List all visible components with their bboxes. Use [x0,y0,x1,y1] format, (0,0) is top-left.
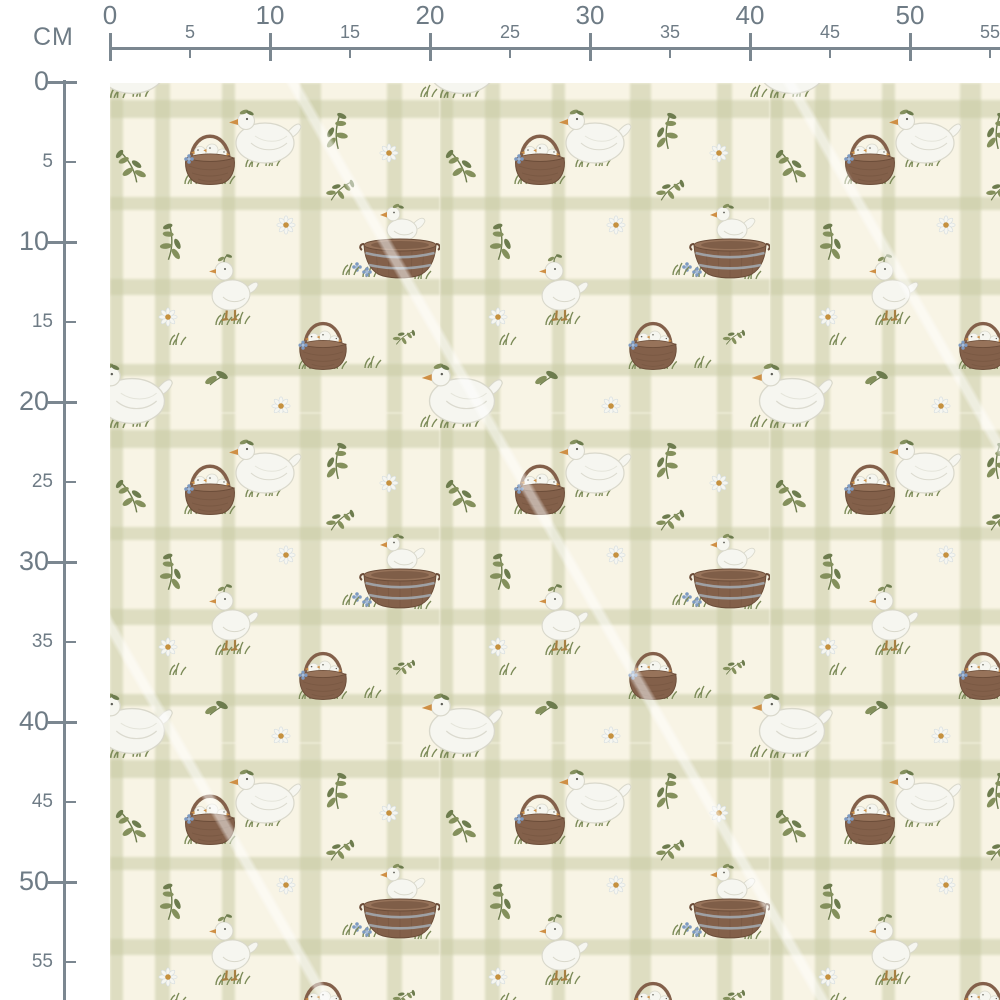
left-ruler-minor-label: 15 [31,311,53,333]
left-ruler-minor-tick [63,161,76,163]
top-ruler-major-tick [268,33,272,61]
fabric-pattern-svg [110,83,1000,1000]
top-ruler-major-label: 40 [735,0,765,30]
left-ruler-major-label: 50 [18,865,49,896]
top-ruler-major-label: 0 [102,0,118,30]
left-ruler-minor-tick [63,481,76,483]
left-ruler-major-tick [47,560,77,564]
left-ruler-major-label: 40 [18,705,49,736]
left-ruler-minor-tick [63,641,76,643]
top-ruler-minor-tick [509,47,511,58]
left-ruler-line [63,80,66,1000]
top-ruler-minor-tick [829,47,831,58]
left-ruler-major-tick [47,880,77,884]
top-ruler-major-tick [748,33,752,61]
left-ruler-major-label: 30 [18,545,49,576]
top-ruler-major-label: 10 [255,0,285,30]
left-ruler-major-label: 0 [33,65,49,96]
left-ruler-major-tick [47,720,77,724]
top-ruler-major-tick [588,33,592,61]
top-ruler-minor-tick [349,47,351,58]
top-ruler-minor-label: 25 [499,22,521,42]
top-ruler-minor-label: 45 [819,22,841,42]
left-ruler-major-tick [47,400,77,404]
top-ruler-major-label: 30 [575,0,605,30]
left-ruler-major-label: 10 [18,225,49,256]
top-ruler-minor-label: 5 [184,22,196,42]
left-ruler-minor-label: 45 [31,791,53,813]
left-ruler-minor-label: 5 [42,151,53,173]
top-ruler-minor-label: 35 [659,22,681,42]
top-ruler-minor-tick [189,47,191,58]
left-ruler-major-label: 20 [18,385,49,416]
top-ruler-major-label: 20 [415,0,445,30]
top-ruler-minor-label: 55 [979,22,1000,42]
left-ruler-minor-label: 55 [31,951,53,973]
top-ruler-minor-tick [669,47,671,58]
left-ruler-major-tick [47,240,77,244]
left-ruler-minor-label: 25 [31,471,53,493]
top-ruler-major-tick [108,33,112,61]
top-ruler-minor-label: 15 [339,22,361,42]
left-ruler-minor-tick [63,961,76,963]
top-ruler-minor-tick [989,47,991,58]
fabric-pattern-preview [110,83,1000,1000]
top-ruler-major-tick [428,33,432,61]
fabric-pattern-fill [110,83,1000,1000]
left-ruler-minor-tick [63,321,76,323]
top-ruler-line [110,47,1000,50]
left-ruler-minor-label: 35 [31,631,53,653]
ruler-unit-label: CM [33,23,74,51]
left-ruler-major-tick [47,80,77,84]
top-ruler-major-label: 50 [895,0,925,30]
top-ruler-major-tick [908,33,912,61]
left-ruler-minor-tick [63,801,76,803]
